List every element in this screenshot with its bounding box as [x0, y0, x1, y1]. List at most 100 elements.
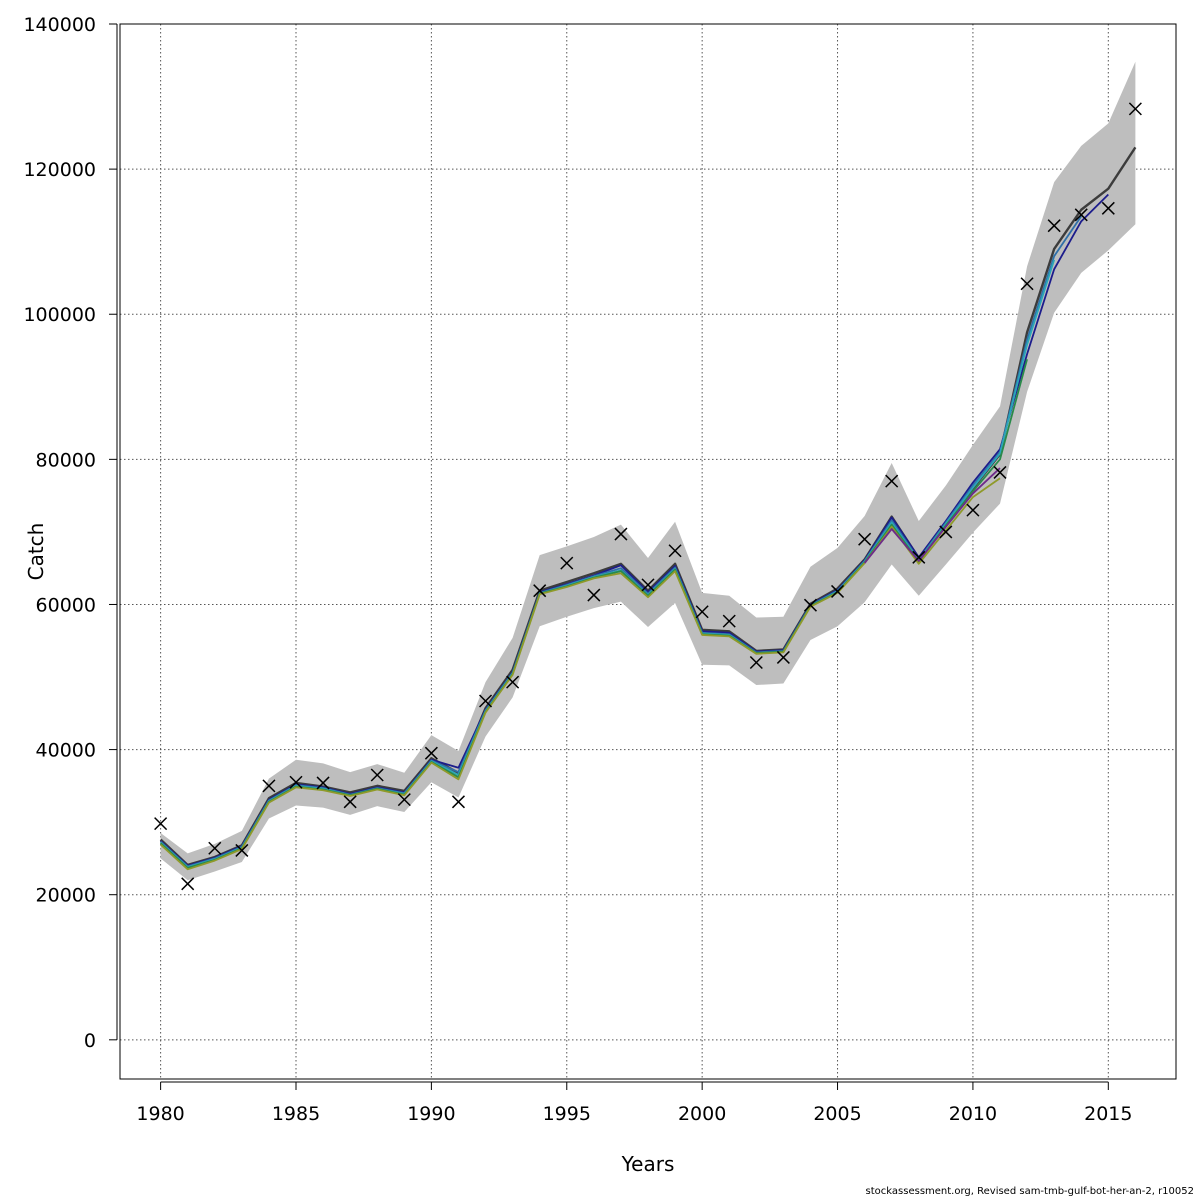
observed-point: [587, 588, 601, 602]
observed-point-stroke: [614, 527, 628, 541]
observed-point: [506, 675, 520, 689]
observed-point: [316, 776, 330, 790]
observed-point: [1020, 277, 1034, 291]
observed-point: [803, 598, 817, 612]
observed-points: [154, 102, 1142, 891]
observed-point: [235, 843, 249, 857]
observed-point: [181, 877, 195, 891]
observed-point-stroke: [641, 578, 655, 592]
grid: [120, 23, 1176, 1079]
observed-point-stroke: [1074, 208, 1088, 222]
plot-frame: [119, 23, 1177, 1080]
y-tick-label: 0: [84, 1030, 96, 1052]
observed-point-stroke: [803, 598, 817, 612]
observed-point-stroke: [587, 588, 601, 602]
y-tick-label: 120000: [23, 159, 96, 181]
observed-point-stroke: [506, 675, 520, 689]
observed-point-stroke: [1128, 102, 1142, 116]
observed-point: [966, 503, 980, 517]
observed-point: [479, 694, 493, 708]
observed-point: [370, 768, 384, 782]
observed-point-stroke: [533, 584, 547, 598]
observed-point: [289, 775, 303, 789]
observed-point-stroke: [560, 556, 574, 570]
observed-point-stroke: [370, 768, 384, 782]
observed-point-stroke: [1101, 201, 1115, 215]
observed-point: [695, 605, 709, 619]
observed-point: [397, 793, 411, 807]
observed-point-stroke: [1020, 277, 1034, 291]
observed-point-stroke: [912, 550, 926, 564]
x-tick-label: 2015: [1084, 1103, 1132, 1125]
x-tick-label: 2005: [813, 1103, 861, 1125]
observed-point: [722, 614, 736, 628]
observed-point: [749, 655, 763, 670]
observed-point: [993, 465, 1007, 479]
observed-point-stroke: [181, 877, 195, 891]
observed-point-stroke: [993, 465, 1007, 479]
observed-point-stroke: [885, 474, 899, 488]
observed-point: [424, 746, 438, 760]
x-tick-label: 1990: [407, 1103, 455, 1125]
observed-point: [533, 584, 547, 598]
observed-point-stroke: [695, 605, 709, 619]
series-lines: [159, 146, 1137, 871]
observed-point: [641, 578, 655, 592]
observed-point-stroke: [858, 532, 872, 546]
footer-credit: stockassessment.org, Revised sam-tmb-gul…: [865, 1186, 1194, 1197]
observed-point: [1128, 102, 1142, 116]
observed-point-stroke: [749, 655, 763, 670]
y-tick-label: 140000: [23, 14, 96, 36]
observed-point: [560, 556, 574, 570]
observed-point-stroke: [939, 525, 953, 539]
observed-point: [451, 795, 465, 809]
observed-point: [1074, 208, 1088, 222]
x-tick-label: 1980: [136, 1103, 184, 1125]
observed-point-stroke: [722, 614, 736, 628]
y-tick-label: 100000: [23, 304, 96, 326]
x-tick-label: 1995: [543, 1103, 591, 1125]
series-line-7: [863, 467, 1001, 564]
observed-point: [154, 817, 168, 831]
observed-point: [668, 544, 682, 558]
y-tick-label: 60000: [36, 594, 96, 616]
observed-point: [262, 779, 276, 793]
x-axis: 1980 1985 1990 1995 2000 2005 2010 2015: [136, 1081, 1132, 1125]
observed-point: [831, 584, 845, 598]
observed-point: [1101, 201, 1115, 215]
y-axis-title: Catch: [24, 523, 48, 581]
observed-point: [912, 550, 926, 564]
y-tick-label: 40000: [36, 740, 96, 762]
observed-point-stroke: [289, 775, 303, 789]
observed-point-stroke: [208, 841, 222, 855]
observed-point-stroke: [262, 779, 276, 793]
x-axis-title: Years: [621, 1152, 675, 1176]
observed-point-stroke: [316, 776, 330, 790]
observed-point-stroke: [831, 584, 845, 598]
observed-point: [776, 650, 790, 664]
observed-point-stroke: [479, 694, 493, 708]
observed-point: [885, 474, 899, 488]
observed-point: [1047, 219, 1061, 233]
observed-point-stroke: [397, 793, 411, 807]
observed-point-stroke: [668, 544, 682, 558]
y-axis: 0 20000 40000 60000 80000 100000 120000 140000: [23, 14, 118, 1052]
observed-point: [614, 527, 628, 541]
observed-point: [939, 525, 953, 539]
observed-point-stroke: [154, 817, 168, 831]
observed-point-stroke: [1047, 219, 1061, 233]
x-tick-label: 2000: [678, 1103, 726, 1125]
y-tick-label: 20000: [36, 885, 96, 907]
x-tick-label: 1985: [272, 1103, 320, 1125]
observed-point-stroke: [424, 746, 438, 760]
observed-point-stroke: [776, 650, 790, 664]
observed-point: [858, 532, 872, 546]
observed-point-stroke: [343, 795, 357, 809]
y-tick-label: 80000: [36, 449, 96, 471]
observed-point-stroke: [966, 503, 980, 517]
observed-point-stroke: [451, 795, 465, 809]
observed-point-stroke: [235, 843, 249, 857]
x-tick-label: 2010: [949, 1103, 997, 1125]
observed-point: [208, 841, 222, 855]
